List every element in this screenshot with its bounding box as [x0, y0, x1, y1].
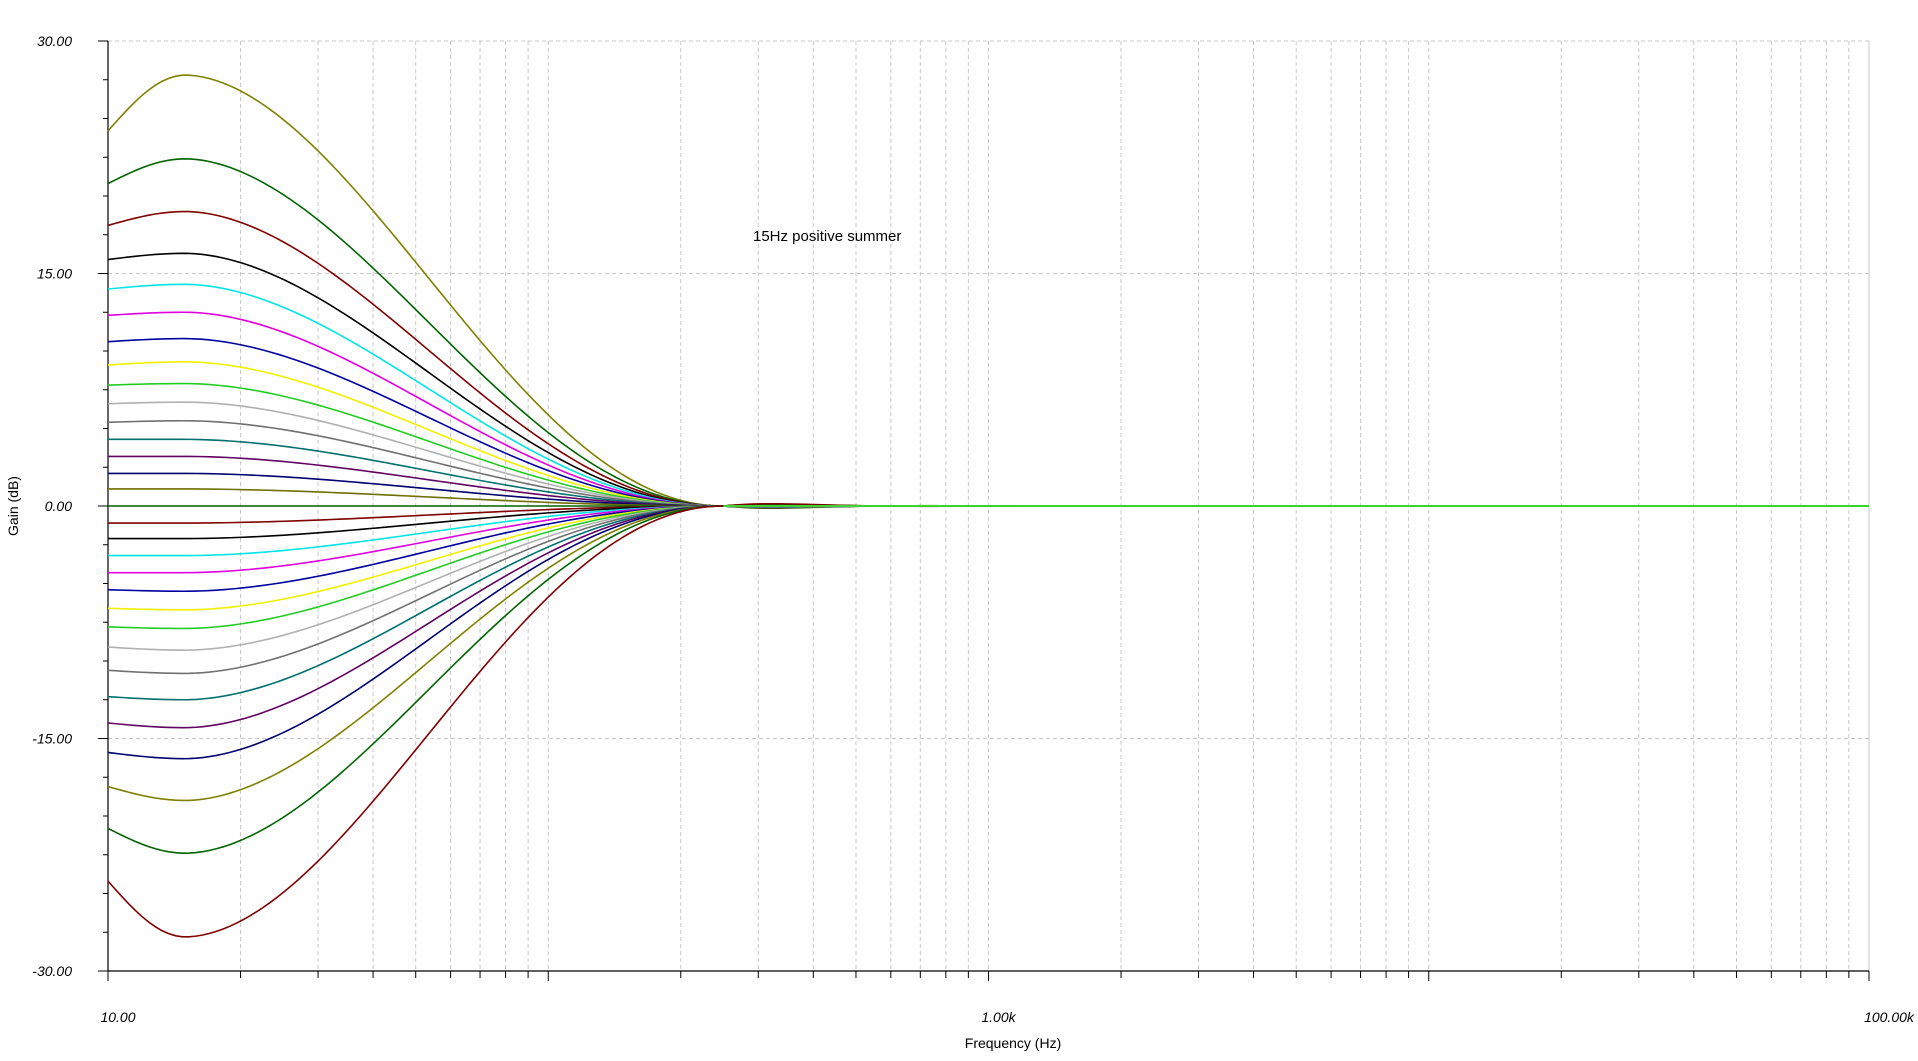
x-tick-label: 1.00k — [981, 1009, 1016, 1025]
y-tick-label: -30.00 — [32, 963, 72, 979]
y-tick-label: 30.00 — [37, 33, 72, 49]
y-tick-label: -15.00 — [32, 731, 72, 747]
y-tick-label: 0.00 — [45, 498, 72, 514]
x-axis-label: Frequency (Hz) — [965, 1035, 1061, 1051]
series-layer — [107, 74, 1869, 938]
x-tick-label: 100.00k — [1864, 1009, 1915, 1025]
y-axis-label: Gain (dB) — [5, 476, 21, 536]
chart-annotation: 15Hz positive summer — [753, 228, 901, 245]
x-tick-label: 10.00 — [100, 1009, 135, 1025]
y-tick-label: 15.00 — [37, 266, 72, 282]
